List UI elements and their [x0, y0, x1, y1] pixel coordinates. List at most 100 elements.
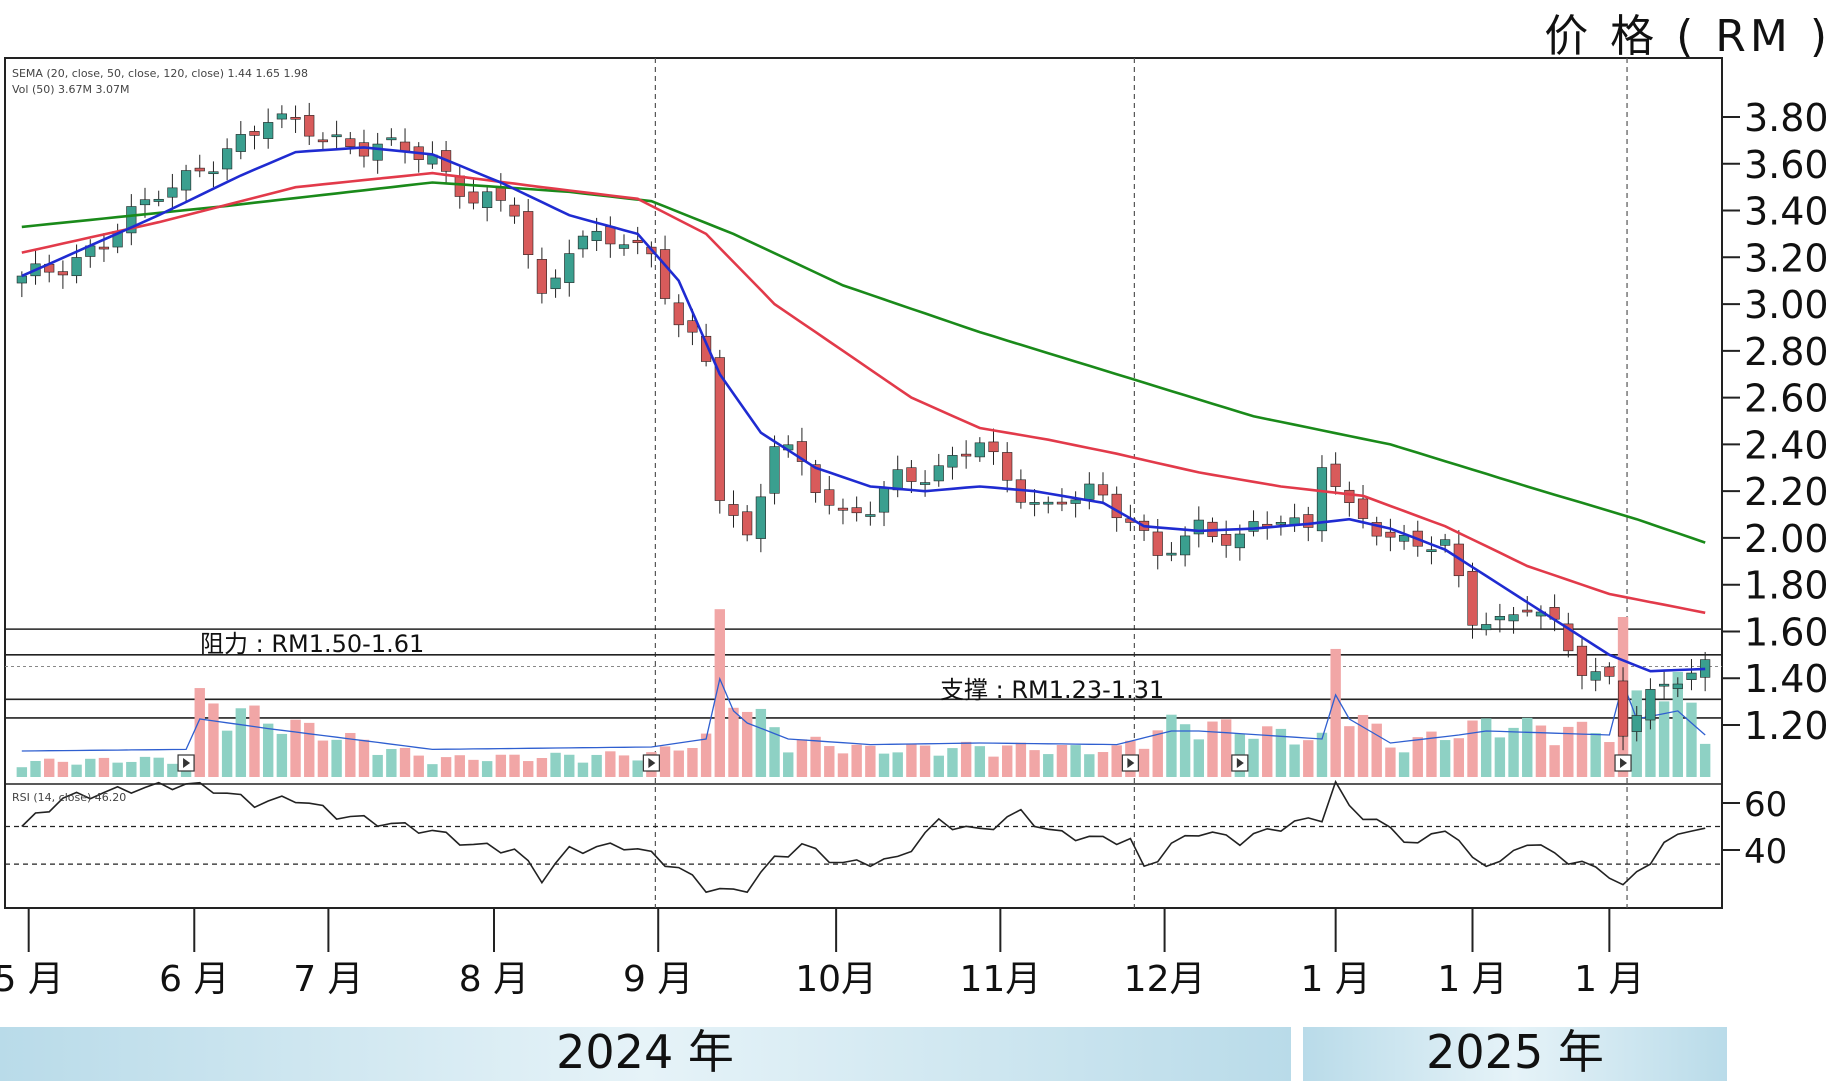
candle: [906, 460, 917, 494]
candle: [659, 235, 671, 305]
volume-bar: [1686, 702, 1697, 777]
plot-border: [4, 57, 1723, 909]
price-tick-label: 2.20: [1744, 470, 1829, 514]
volume-bar: [30, 760, 41, 777]
candle: [263, 108, 274, 149]
candle: [673, 294, 684, 338]
volume-bar: [1672, 671, 1683, 777]
candle-body: [1494, 616, 1505, 621]
candle-body: [865, 514, 876, 517]
volume-bar: [1070, 745, 1081, 777]
candle-body: [605, 226, 616, 245]
candle-body: [386, 137, 397, 141]
volume-bar: [865, 745, 876, 777]
candle: [276, 105, 287, 129]
candle: [1043, 496, 1054, 514]
candle-body: [399, 141, 411, 152]
candle: [1467, 562, 1478, 639]
price-tick-label: 3.40: [1744, 190, 1829, 234]
volume-bar: [44, 758, 55, 777]
candle-body: [454, 175, 465, 197]
volume-bar: [413, 755, 424, 777]
candle-body: [1590, 671, 1601, 681]
candle: [468, 178, 479, 210]
candle-body: [358, 142, 370, 157]
candle-body: [57, 271, 68, 276]
candle-body: [1398, 534, 1410, 542]
volume-bar: [1043, 754, 1054, 777]
price-tick-label: 1.40: [1744, 657, 1829, 701]
candle-body: [933, 465, 944, 482]
event-marker-icon: [177, 754, 195, 772]
month-label: 6 月: [159, 959, 229, 1000]
price-tick-label: 2.00: [1744, 517, 1829, 561]
candle: [1371, 516, 1382, 546]
candle: [755, 483, 766, 553]
event-marker-arrow: [183, 758, 191, 768]
candle-body: [276, 113, 287, 120]
volume-bar: [851, 744, 862, 777]
price-tick-label: 2.60: [1744, 377, 1829, 421]
candle-body: [235, 134, 246, 152]
volume-bar: [1398, 752, 1410, 777]
volume-bar: [1056, 744, 1068, 777]
volume-bar: [605, 751, 616, 777]
candle-body: [947, 455, 958, 468]
volume-bar: [1357, 714, 1369, 777]
event-marker-arrow: [1127, 758, 1135, 768]
volume-bar: [741, 711, 753, 777]
volume-legend: Vol (50) 3.67M 3.07M: [12, 83, 130, 96]
candle: [1481, 612, 1492, 636]
price-axis: 3.803.603.403.203.002.802.602.402.202.00…: [1722, 96, 1829, 872]
rsi-tick-label: 40: [1744, 832, 1787, 872]
volume-bar: [878, 753, 890, 777]
candle: [824, 476, 835, 515]
month-label: 12月: [1124, 959, 1206, 1000]
month-label: 1 月: [1300, 959, 1370, 1000]
candle: [769, 435, 780, 505]
candle: [1344, 481, 1355, 517]
volume-bar: [57, 761, 69, 777]
event-marker-arrow: [1236, 758, 1244, 768]
volume-bar: [1549, 745, 1560, 777]
volume-bar: [1179, 724, 1191, 777]
volume-bar: [523, 761, 534, 777]
price-tick-label: 2.40: [1744, 423, 1829, 467]
candle-body: [1467, 570, 1478, 626]
ema20-line: [21, 146, 1706, 673]
candle-body: [126, 206, 137, 234]
volume-bar: [1330, 648, 1341, 777]
candle-body: [482, 191, 493, 208]
rsi-legend: RSI (14, close) 46.20: [12, 791, 126, 804]
candle: [1180, 526, 1191, 567]
candle-body: [222, 148, 233, 170]
candle-body: [1316, 467, 1328, 532]
volume-bar: [1658, 701, 1670, 777]
volume-bar: [1303, 740, 1314, 777]
candle: [577, 230, 589, 258]
candle-body: [1234, 533, 1245, 549]
year-bars: 2024 年 2025 年: [0, 1025, 1727, 1081]
volume-bar: [1029, 750, 1040, 777]
price-unit-label: 价 格 ( RM ): [1544, 11, 1831, 62]
candle: [153, 190, 164, 207]
rsi-panel: [5, 779, 1722, 894]
candle: [1166, 542, 1177, 562]
volume-bar: [262, 723, 274, 777]
volume-bar: [468, 759, 479, 777]
candle: [1398, 524, 1410, 550]
candle: [1576, 636, 1588, 690]
volume-bar: [796, 739, 808, 777]
candle: [605, 216, 616, 258]
candle: [1056, 488, 1068, 512]
candle: [974, 437, 985, 462]
candle: [1316, 455, 1328, 542]
candle-body: [974, 442, 985, 458]
candle: [1097, 472, 1109, 505]
candle-body: [509, 204, 520, 217]
volume-bar: [988, 756, 999, 777]
candle-body: [1385, 531, 1396, 538]
price-tick-label: 3.60: [1744, 143, 1829, 187]
volume-bar: [769, 727, 780, 777]
candle-body: [1303, 514, 1314, 528]
